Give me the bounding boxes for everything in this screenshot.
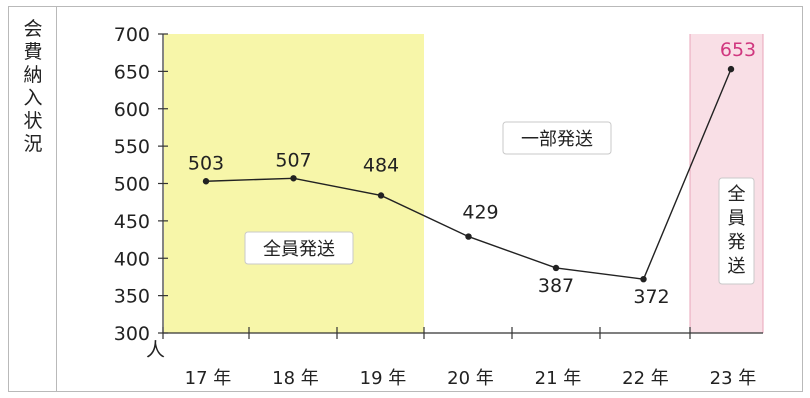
y-tick-label: 700 [114,24,150,46]
region-label-box [244,231,354,265]
y-axis-title: 会費納入状況 [20,18,46,156]
y-tick-label: 300 [114,323,150,345]
y-tick-label: 550 [114,136,150,158]
data-point [552,264,560,272]
y-axis-title-char: 入 [23,87,43,109]
label-divider [56,6,57,392]
data-point [290,175,297,182]
data-label: 503 [188,152,224,174]
data-point [202,178,210,185]
data-point [727,65,735,73]
x-tick-label: 23 年 [710,368,757,389]
x-tick-label: 17 年 [185,368,232,389]
data-label: 484 [363,154,399,176]
y-tick-label: 600 [114,99,150,121]
data-point [640,275,647,283]
region-label: 一部発送 [521,129,593,150]
y-tick-label: 500 [114,174,150,196]
data-label: 372 [633,286,669,308]
data-point [465,233,472,240]
y-tick-label: 350 [114,286,150,308]
y-tick-label: 400 [114,248,150,270]
region-label-char: 全 [728,184,746,205]
data-label: 429 [462,202,498,224]
region-label-char: 員 [728,208,746,229]
y-axis-title-char: 会 [23,18,43,40]
region-label-box [502,121,612,155]
y-axis-title-char: 状 [23,110,43,132]
y-tick-label: 650 [114,61,150,83]
data-label: 507 [275,149,311,171]
x-tick-label: 21 年 [535,368,582,389]
data-point [377,192,385,199]
region-label: 全員発送 [263,239,335,260]
y-axis-title-char: 費 [23,41,43,63]
y-axis-title-char: 納 [23,64,43,86]
x-tick-label: 19 年 [360,368,407,389]
y-axis-title-char: 況 [23,133,43,155]
x-tick-label: 20 年 [447,368,494,389]
data-label: 653 [720,39,756,61]
data-label: 387 [538,275,574,297]
region-label-char: 送 [728,256,746,277]
y-tick-label: 450 [114,211,150,233]
region-label-char: 発 [728,232,746,253]
y-unit-label: 人 [146,339,165,361]
x-tick-label: 22 年 [622,368,669,389]
yellow-band [164,34,424,333]
x-tick-label: 18 年 [272,368,319,389]
region-label-box [718,177,755,285]
